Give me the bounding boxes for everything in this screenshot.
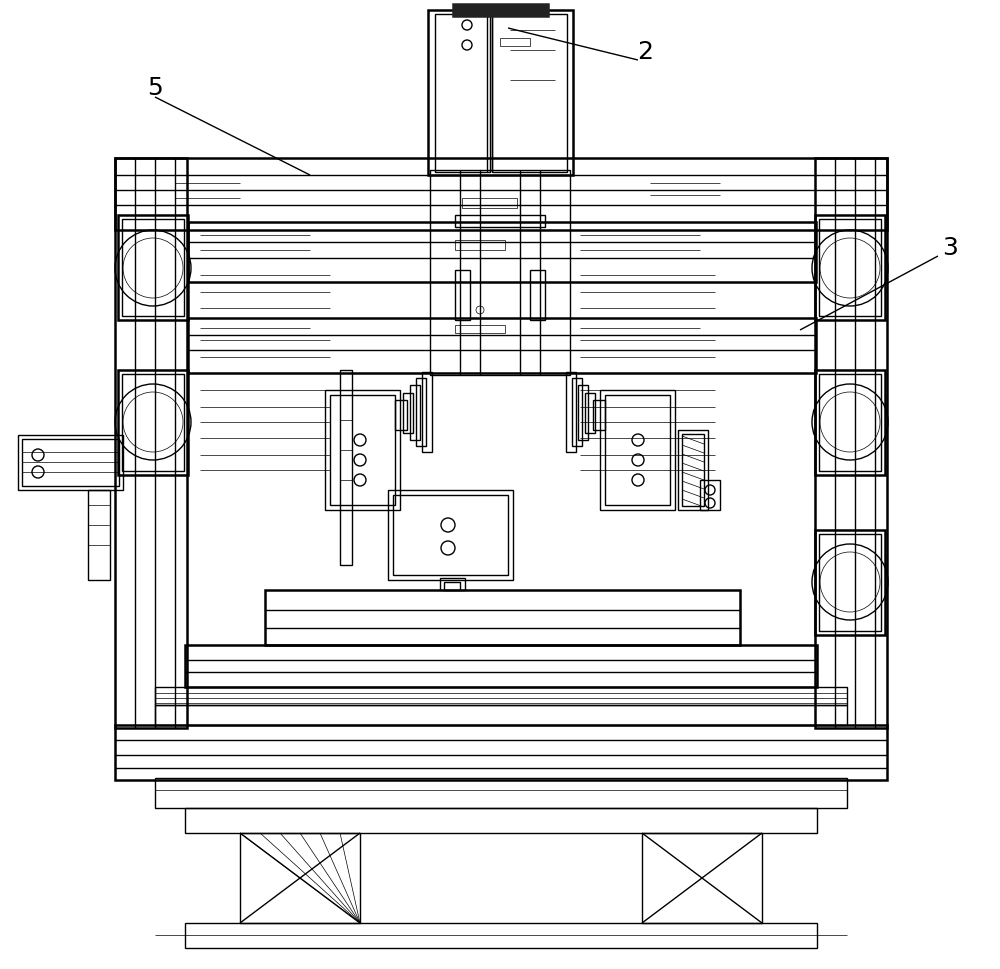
Bar: [395, 400, 407, 430]
Bar: [819, 219, 881, 316]
Bar: [455, 240, 505, 250]
Bar: [265, 590, 740, 645]
Bar: [188, 318, 816, 373]
Bar: [340, 370, 352, 565]
Bar: [155, 778, 847, 808]
Bar: [530, 270, 545, 320]
Bar: [155, 687, 847, 705]
Bar: [600, 390, 675, 510]
Bar: [593, 400, 605, 430]
Bar: [815, 370, 885, 475]
Bar: [682, 434, 704, 506]
Bar: [435, 14, 490, 172]
Bar: [605, 395, 670, 505]
Bar: [455, 325, 505, 333]
Text: 5: 5: [147, 76, 163, 100]
Bar: [642, 833, 762, 923]
Bar: [185, 645, 817, 687]
Bar: [455, 215, 545, 227]
Bar: [444, 582, 460, 590]
Bar: [115, 158, 187, 728]
Bar: [492, 14, 567, 172]
Bar: [410, 385, 420, 440]
Bar: [393, 495, 508, 575]
Bar: [416, 378, 426, 446]
Bar: [188, 222, 816, 282]
Bar: [815, 530, 885, 635]
Bar: [678, 430, 708, 510]
Bar: [118, 215, 188, 320]
Bar: [700, 480, 720, 510]
Bar: [185, 808, 817, 833]
Text: 3: 3: [942, 236, 958, 260]
Bar: [500, 38, 530, 46]
Bar: [155, 705, 847, 725]
Text: 2: 2: [637, 40, 653, 64]
Bar: [462, 198, 517, 208]
Bar: [122, 374, 184, 471]
Bar: [819, 534, 881, 631]
Bar: [572, 378, 582, 446]
Bar: [388, 490, 513, 580]
Bar: [330, 395, 395, 505]
Bar: [118, 370, 188, 475]
Bar: [122, 219, 184, 316]
Bar: [440, 578, 465, 590]
Bar: [115, 725, 887, 780]
Bar: [819, 374, 881, 471]
Bar: [430, 170, 570, 375]
Bar: [88, 490, 110, 580]
Bar: [815, 215, 885, 320]
Bar: [185, 923, 817, 948]
Bar: [566, 372, 576, 452]
Bar: [422, 372, 432, 452]
Bar: [585, 393, 595, 433]
Bar: [18, 435, 123, 490]
Bar: [240, 833, 360, 923]
Bar: [815, 158, 887, 728]
Bar: [453, 4, 548, 16]
Bar: [428, 10, 573, 175]
Bar: [403, 393, 413, 433]
Bar: [325, 390, 400, 510]
Bar: [22, 439, 119, 486]
Bar: [115, 158, 887, 230]
Bar: [578, 385, 588, 440]
Bar: [455, 270, 470, 320]
